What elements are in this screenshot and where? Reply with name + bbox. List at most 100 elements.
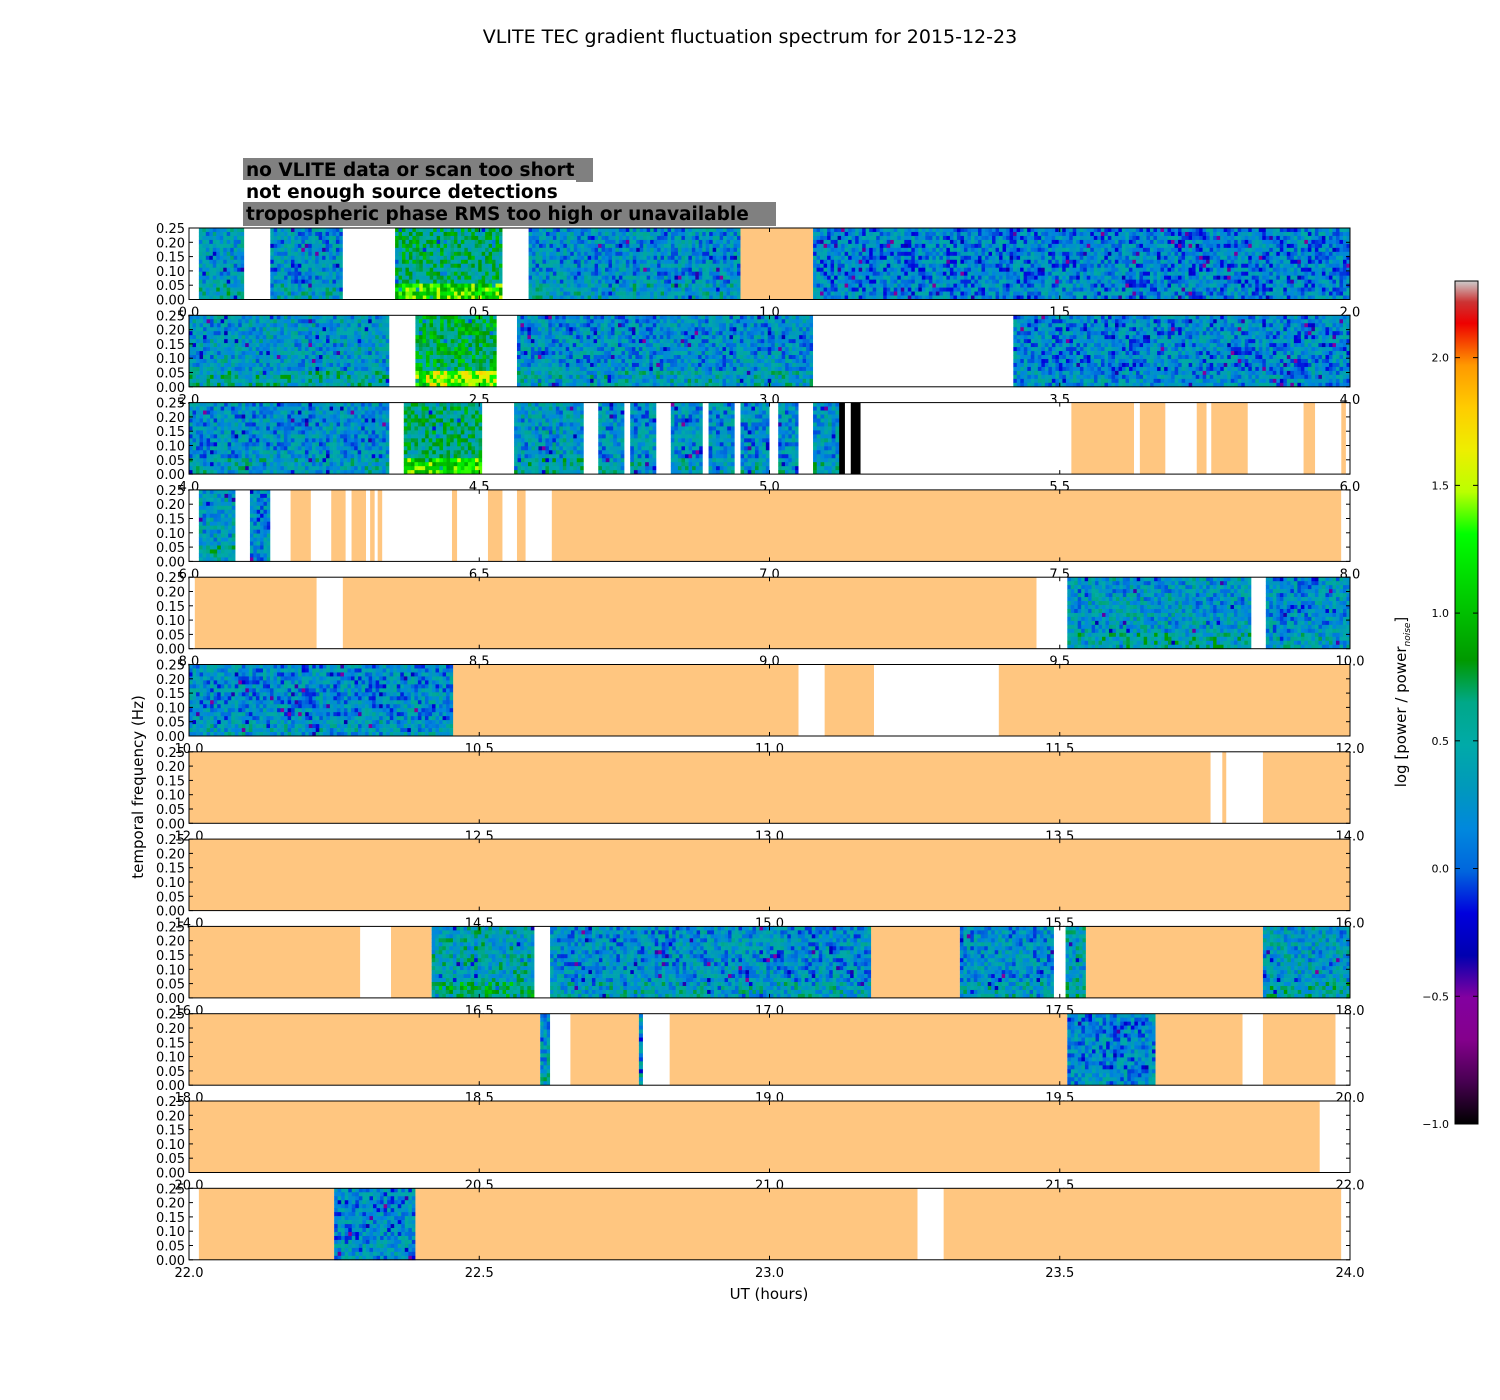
spectrum-cell	[552, 231, 557, 237]
spectrum-cell	[1318, 291, 1323, 296]
spectrum-cell	[1290, 267, 1295, 273]
spectrum-cell	[1041, 251, 1046, 257]
spectrum-cell	[301, 275, 306, 280]
spectrum-cell	[270, 295, 275, 300]
spectrum-cell	[858, 271, 863, 277]
spectrum-cell	[974, 251, 979, 257]
spectrum-cell	[1325, 283, 1330, 288]
spectrum-cell	[339, 263, 344, 269]
spectrum-cell	[716, 275, 720, 280]
spectrum-cell	[205, 259, 210, 265]
spectrum-cell	[643, 243, 648, 249]
spectrum-cell	[398, 267, 403, 273]
spectrum-cell	[1293, 295, 1298, 300]
spectrum-cell	[1199, 243, 1203, 249]
spectrum-cell	[914, 239, 919, 245]
spectrum-cell	[1020, 239, 1024, 245]
spectrum-cell	[532, 247, 536, 253]
spectrum-cell	[1160, 287, 1165, 292]
spectrum-cell	[440, 231, 444, 237]
spectrum-cell	[653, 275, 658, 280]
spectrum-cell	[1149, 287, 1154, 292]
spectrum-cell	[841, 267, 845, 273]
spectrum-cell	[415, 259, 420, 265]
spectrum-cell	[485, 231, 489, 237]
spectrum-cell	[408, 243, 413, 249]
spectrum-cell	[1149, 247, 1154, 253]
spectrum-cell	[1283, 243, 1288, 249]
spectrum-cell	[1227, 255, 1232, 261]
spectrum-cell	[1142, 291, 1147, 296]
spectrum-cell	[730, 283, 734, 288]
spectrum-cell	[419, 251, 424, 257]
spectrum-cell	[485, 259, 489, 265]
spectrum-cell	[1160, 255, 1165, 261]
spectrum-cell	[339, 259, 344, 265]
spectrum-cell	[1230, 228, 1235, 233]
spectrum-cell	[907, 243, 912, 249]
spectrum-cell	[674, 295, 679, 300]
spectrum-cell	[622, 275, 627, 280]
spectrum-cell	[935, 259, 940, 265]
spectrum-cell	[499, 291, 503, 296]
spectrum-cell	[1041, 228, 1046, 233]
spectrum-cell	[1332, 259, 1337, 265]
spectrum-cell	[1100, 267, 1105, 273]
spectrum-cell	[629, 235, 634, 241]
spectrum-cell	[1220, 259, 1225, 265]
spectrum-cell	[398, 283, 403, 288]
spectrum-cell	[1339, 243, 1344, 249]
spectrum-cell	[563, 283, 568, 288]
spectrum-cell	[237, 271, 242, 277]
spectrum-cell	[1276, 295, 1281, 300]
spectrum-cell	[1171, 255, 1175, 261]
spectrum-cell	[712, 239, 717, 245]
spectrum-cell	[1230, 263, 1235, 269]
spectrum-cell	[851, 295, 856, 300]
spectrum-cell	[1230, 259, 1235, 265]
spectrum-cell	[719, 263, 724, 269]
spectrum-cell	[1048, 251, 1053, 257]
spectrum-cell	[1030, 283, 1035, 288]
spectrum-cell	[559, 287, 564, 292]
spectrum-cell	[1276, 228, 1281, 233]
spectrum-cell	[332, 275, 337, 280]
spectrum-cell	[1335, 283, 1340, 288]
spectrum-cell	[237, 263, 242, 269]
spectrum-cell	[618, 243, 623, 249]
spectrum-cell	[890, 243, 895, 249]
spectrum-cell	[1097, 279, 1102, 284]
spectrum-cell	[1251, 271, 1256, 277]
spectrum-cell	[532, 295, 536, 300]
spectrum-cell	[858, 255, 863, 261]
spectrum-cell	[1044, 267, 1049, 273]
spectrum-cell	[499, 283, 503, 288]
spectrum-cell	[1002, 283, 1007, 288]
spectrum-cell	[471, 271, 476, 277]
spectrum-cell	[1111, 291, 1116, 296]
spectrum-cell	[723, 239, 727, 245]
spectrum-cell	[1016, 263, 1021, 269]
spectrum-cell	[1111, 275, 1116, 280]
spectrum-cell	[495, 243, 500, 249]
spectrum-cell	[1160, 275, 1165, 280]
spectrum-cell	[618, 231, 623, 237]
spectrum-cell	[1304, 259, 1309, 265]
spectrum-cell	[402, 283, 406, 288]
spectrum-cell	[1311, 243, 1316, 249]
spectrum-cell	[1163, 243, 1168, 249]
spectrum-cell	[925, 235, 930, 241]
spectrum-cell	[977, 287, 982, 292]
spectrum-cell	[1020, 275, 1024, 280]
spectrum-cell	[705, 295, 710, 300]
spectrum-cell	[584, 275, 588, 280]
spectrum-cell	[639, 275, 644, 280]
spectrum-cell	[535, 283, 540, 288]
spectrum-cell	[1181, 283, 1186, 288]
spectrum-cell	[499, 251, 503, 257]
spectrum-cell	[1156, 275, 1161, 280]
spectrum-cell	[960, 263, 965, 269]
spectrum-cell	[918, 279, 923, 284]
spectrum-cell	[1328, 283, 1333, 288]
spectrum-cell	[1016, 287, 1021, 292]
